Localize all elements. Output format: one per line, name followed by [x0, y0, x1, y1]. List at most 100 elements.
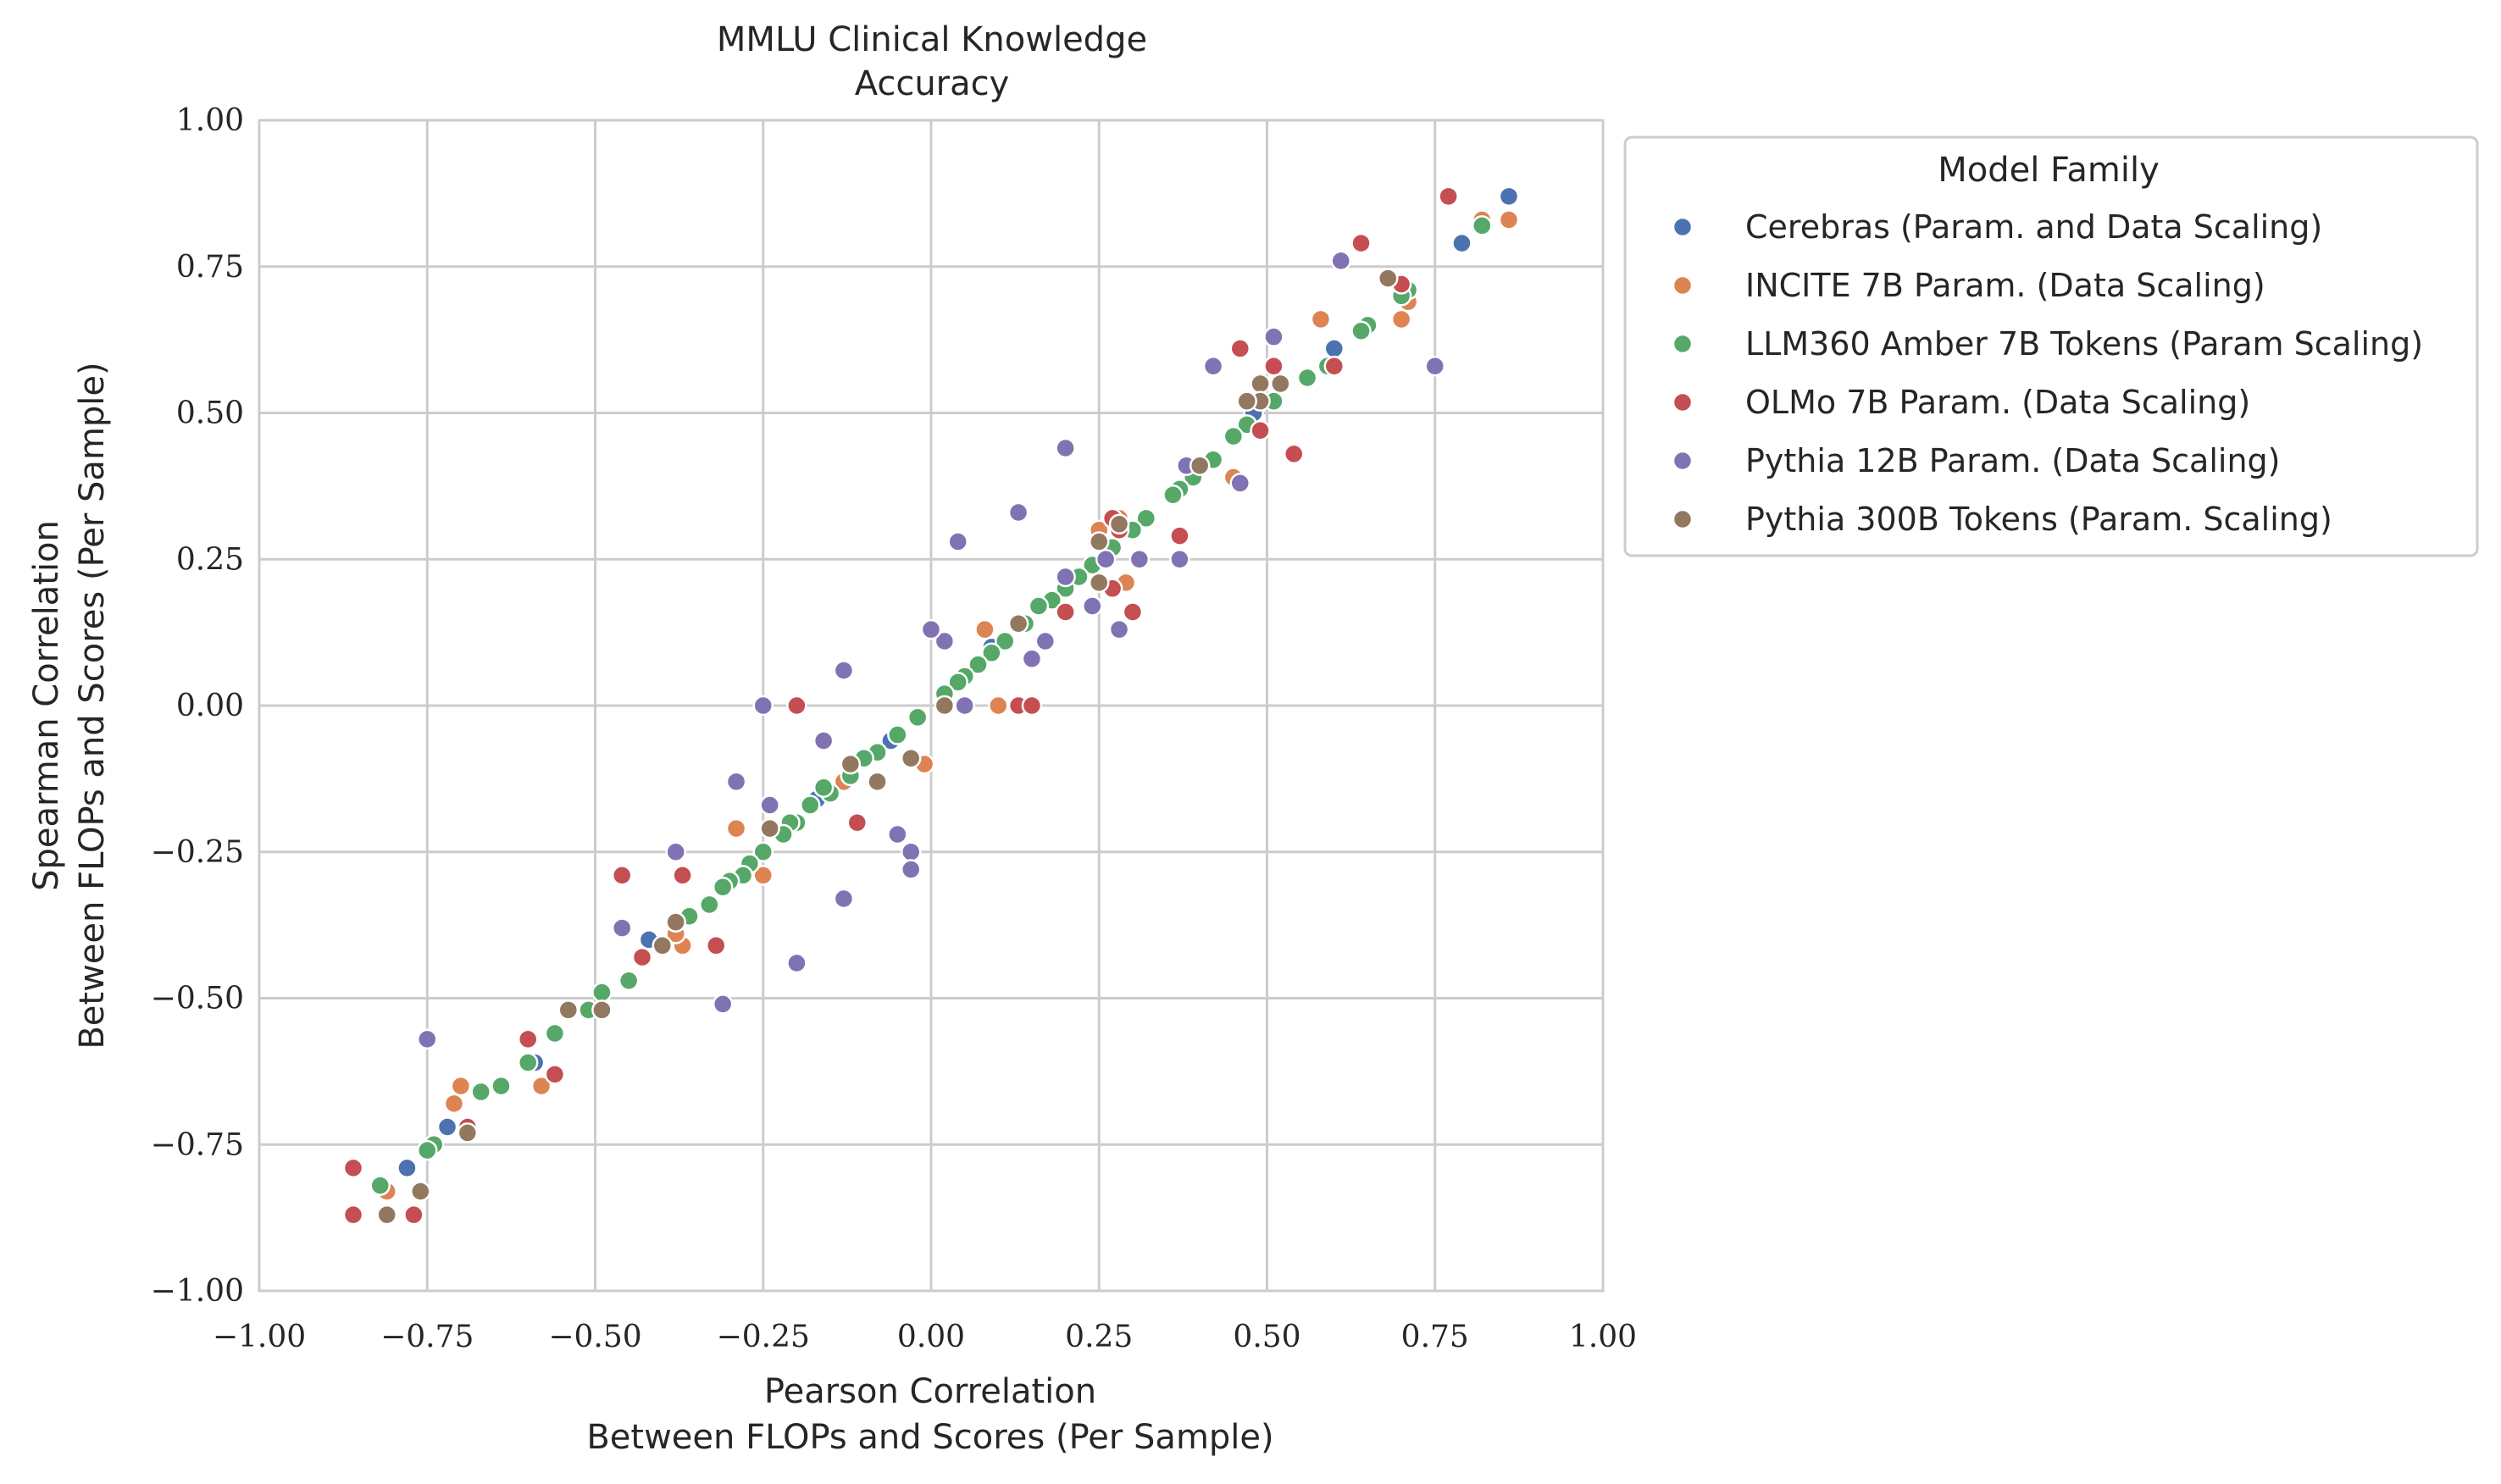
- data-point: [786, 695, 807, 717]
- x-tick-label: −0.25: [717, 1320, 810, 1354]
- x-tick-label: −0.75: [380, 1320, 474, 1354]
- legend-label: LLM360 Amber 7B Tokens (Param Scaling): [1745, 325, 2423, 363]
- y-tick-label: 0.25: [176, 542, 244, 577]
- legend-marker: [1672, 216, 1694, 238]
- legend-marker: [1672, 274, 1694, 296]
- data-point: [1108, 618, 1130, 640]
- data-point: [1250, 419, 1271, 441]
- data-point: [1055, 437, 1076, 459]
- data-point: [1089, 531, 1110, 552]
- legend-label: Pythia 300B Tokens (Param. Scaling): [1745, 501, 2332, 538]
- legend-frame: [1623, 136, 2479, 557]
- data-point: [631, 946, 653, 968]
- data-point: [591, 999, 613, 1021]
- data-point: [491, 1075, 512, 1097]
- data-point: [1323, 355, 1345, 377]
- y-tick-label: 0.75: [176, 250, 244, 285]
- data-point: [846, 811, 868, 833]
- data-points: [342, 186, 1520, 1226]
- legend-title: Model Family: [1938, 151, 2160, 190]
- data-point: [1424, 355, 1445, 377]
- data-point: [1438, 186, 1459, 208]
- data-point: [1034, 630, 1056, 652]
- x-tick-label: 1.00: [1569, 1320, 1637, 1354]
- y-axis-title-line-1: Spearman Correlation: [27, 520, 66, 891]
- data-point: [712, 994, 734, 1015]
- data-point: [417, 1028, 438, 1050]
- data-point: [994, 630, 1016, 652]
- data-point: [786, 952, 807, 974]
- legend-label: INCITE 7B Param. (Data Scaling): [1745, 267, 2265, 304]
- data-point: [1122, 601, 1144, 623]
- data-point: [812, 730, 835, 751]
- data-point: [665, 841, 686, 862]
- chart-title-line-1: MMLU Clinical Knowledge: [717, 20, 1147, 59]
- data-point: [530, 1075, 552, 1097]
- data-point: [759, 795, 780, 816]
- data-point: [1323, 338, 1345, 359]
- data-point: [981, 642, 1002, 664]
- data-point: [1007, 501, 1029, 523]
- data-point: [342, 1204, 364, 1226]
- data-point: [1451, 232, 1472, 254]
- data-point: [725, 817, 747, 839]
- data-point: [887, 724, 908, 745]
- data-point: [1472, 215, 1493, 236]
- legend-label: OLMo 7B Param. (Data Scaling): [1745, 384, 2250, 421]
- data-point: [1169, 549, 1190, 570]
- x-tick-label: 0.25: [1065, 1320, 1133, 1354]
- y-tick-label: 0.50: [176, 396, 244, 431]
- data-point: [1089, 572, 1110, 594]
- data-point: [1263, 355, 1284, 377]
- data-point: [544, 1064, 566, 1085]
- legend-marker: [1672, 508, 1694, 530]
- data-point: [618, 970, 640, 992]
- data-point: [443, 1093, 465, 1115]
- plot-area-frame: [258, 119, 1605, 1293]
- data-point: [988, 695, 1009, 717]
- y-tick-label: −1.00: [151, 1274, 244, 1309]
- data-point: [812, 777, 835, 798]
- data-point: [1229, 338, 1251, 359]
- data-point: [1007, 613, 1029, 634]
- data-point: [907, 706, 929, 728]
- x-tick-label: −0.50: [548, 1320, 641, 1354]
- data-point: [1283, 443, 1305, 465]
- data-point: [1021, 695, 1043, 717]
- data-point: [833, 888, 855, 910]
- data-point: [752, 865, 774, 886]
- data-point: [920, 618, 942, 640]
- x-tick-label: 0.75: [1401, 1320, 1469, 1354]
- data-point: [934, 695, 956, 717]
- y-axis-tick-labels: −1.00 −0.75 −0.50 −0.25 0.00 0.25 0.50 0.75 1.00: [151, 103, 244, 1309]
- data-point: [1169, 525, 1190, 546]
- data-point: [1229, 473, 1251, 494]
- data-point: [1498, 209, 1520, 230]
- data-point: [947, 531, 968, 552]
- data-point: [557, 999, 580, 1021]
- data-point: [900, 841, 922, 862]
- data-point: [705, 935, 727, 956]
- x-tick-label: 0.50: [1233, 1320, 1300, 1354]
- x-tick-label: −1.00: [213, 1320, 306, 1354]
- data-point: [1498, 186, 1520, 208]
- data-point: [436, 1116, 458, 1138]
- data-point: [800, 795, 821, 816]
- data-point: [611, 865, 633, 886]
- legend: Model Family Cerebras (Param. and Data S…: [1623, 136, 2479, 557]
- data-point: [470, 1081, 491, 1103]
- data-point: [611, 917, 633, 939]
- legend-marker: [1672, 391, 1694, 413]
- data-point: [752, 695, 774, 717]
- data-point: [1390, 308, 1412, 330]
- data-point: [947, 672, 968, 693]
- data-point: [450, 1075, 472, 1097]
- data-point: [396, 1157, 418, 1179]
- data-point: [1021, 648, 1043, 669]
- y-tick-label: 1.00: [176, 103, 244, 138]
- data-point: [1189, 455, 1211, 476]
- y-axis-title-line-2: Between FLOPs and Scores (Per Sample): [73, 362, 112, 1049]
- data-point: [517, 1028, 539, 1050]
- data-point: [1377, 268, 1399, 289]
